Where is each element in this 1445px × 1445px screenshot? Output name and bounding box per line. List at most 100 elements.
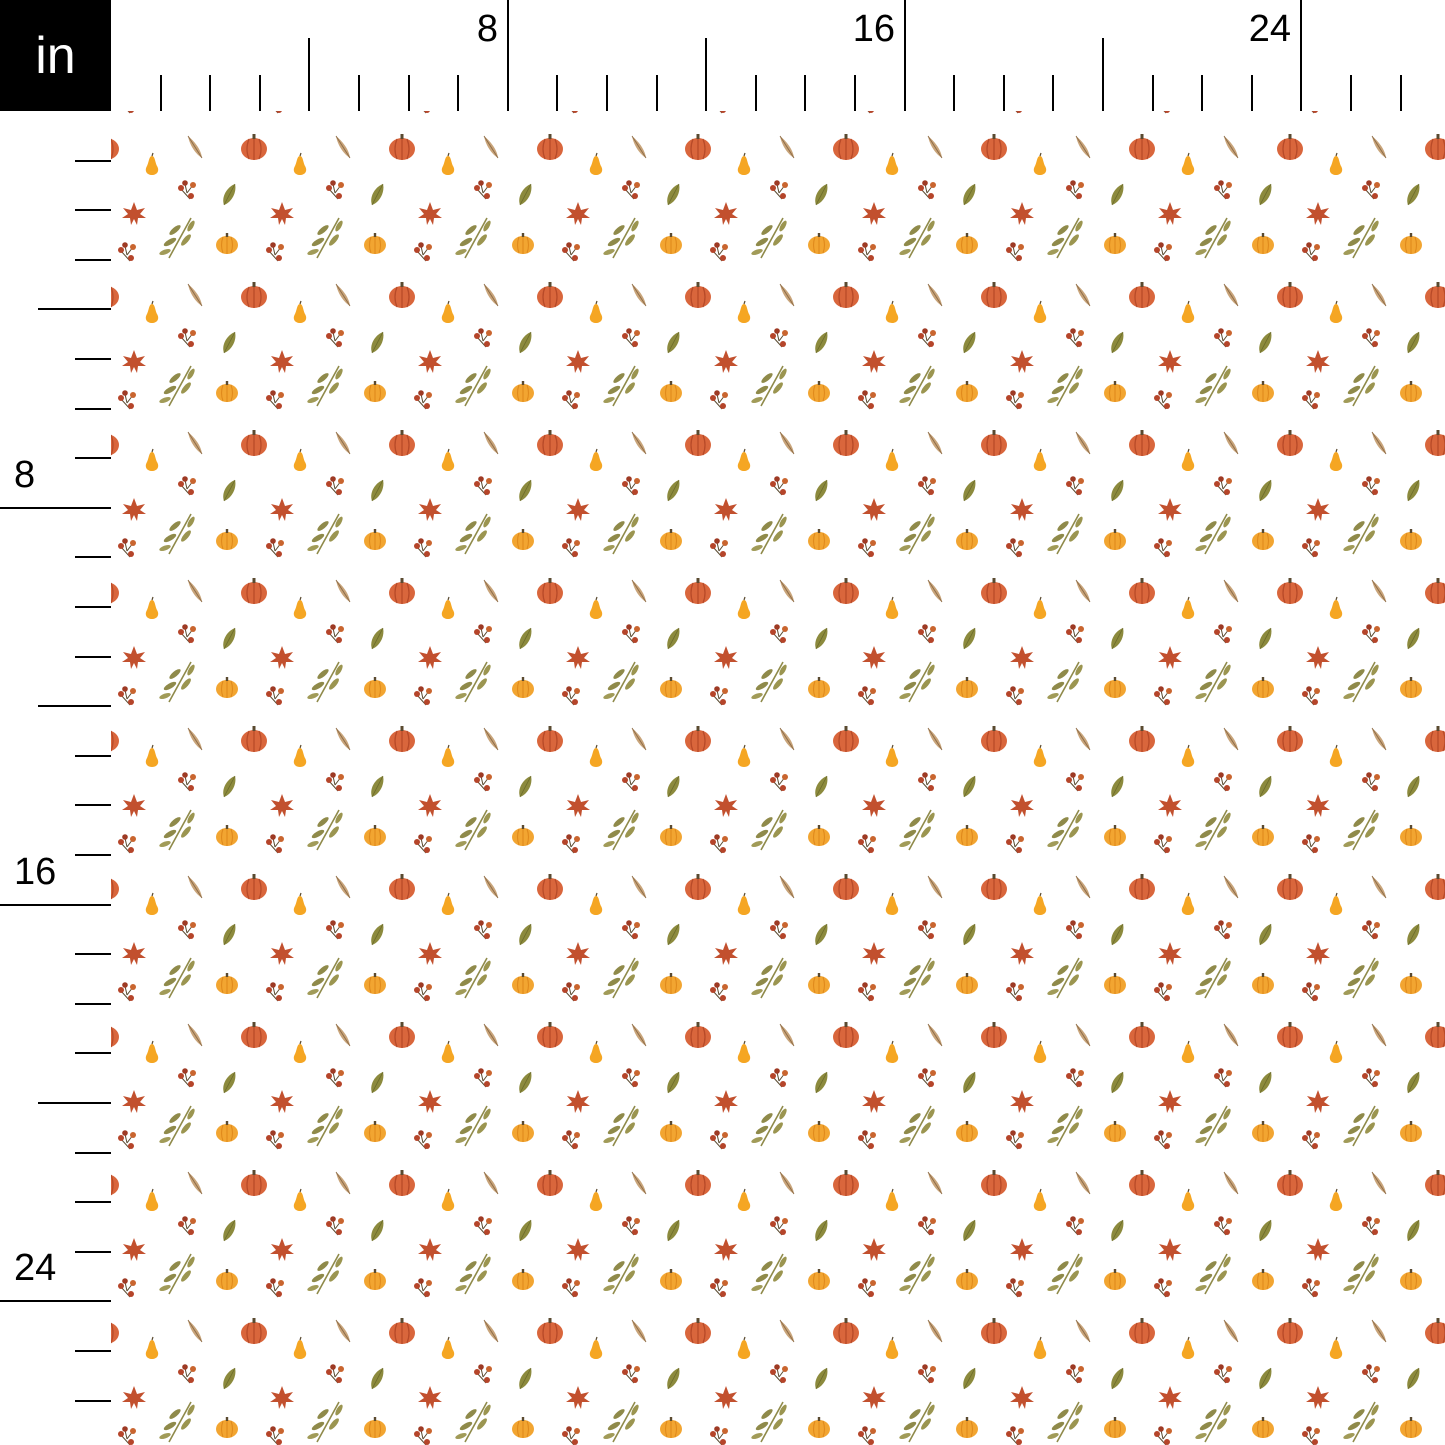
berry-sprig-icon	[1005, 1129, 1025, 1150]
berry-sprig-icon	[1213, 1363, 1233, 1384]
maple-leaf-icon	[862, 202, 886, 225]
twig-icon	[897, 217, 937, 259]
small-pumpkin-icon	[215, 528, 239, 551]
left-ruler-tick	[38, 1102, 111, 1104]
olive-leaf-icon	[1258, 775, 1272, 798]
berry-sprig-icon	[473, 475, 493, 496]
feather-leaf-icon	[927, 283, 943, 307]
twig-icon	[1045, 1401, 1085, 1443]
small-pumpkin-icon	[1103, 972, 1127, 995]
berry-sprig-icon	[769, 327, 789, 348]
berry-sprig-icon	[1065, 179, 1085, 200]
pumpkin-icon	[111, 133, 120, 161]
berry-sprig-icon	[325, 771, 345, 792]
pumpkin-icon	[111, 873, 120, 901]
pumpkin-icon	[388, 873, 416, 901]
twig-icon	[897, 365, 937, 407]
twig-icon	[749, 1105, 789, 1147]
berry-sprig-icon	[265, 1277, 285, 1298]
feather-leaf-icon	[1223, 431, 1239, 455]
maple-leaf-icon	[1306, 1090, 1330, 1113]
berry-sprig-icon	[769, 623, 789, 644]
pumpkin-icon	[832, 1317, 860, 1345]
pear-icon	[1329, 892, 1343, 916]
pear-icon	[1181, 596, 1195, 620]
small-pumpkin-icon	[511, 232, 535, 255]
small-pumpkin-icon	[807, 972, 831, 995]
left-ruler-tick	[75, 556, 111, 558]
berry-sprig-icon	[177, 771, 197, 792]
berry-sprig-icon	[1301, 241, 1321, 262]
pear-icon	[885, 300, 899, 324]
berry-sprig-icon	[561, 685, 581, 706]
top-ruler-label: 24	[1248, 8, 1291, 50]
berry-sprig-icon	[709, 833, 729, 854]
left-ruler-tick	[75, 259, 111, 261]
berry-sprig-icon	[769, 1215, 789, 1236]
small-pumpkin-icon	[1103, 380, 1127, 403]
twig-icon	[601, 661, 641, 703]
twig-icon	[453, 809, 493, 851]
olive-leaf-icon	[222, 1219, 236, 1242]
twig-icon	[1193, 217, 1233, 259]
berry-sprig-icon	[1213, 919, 1233, 940]
berry-sprig-icon	[117, 1277, 137, 1298]
pear-icon	[145, 1188, 159, 1212]
olive-leaf-icon	[1406, 479, 1420, 502]
left-ruler-tick	[0, 1300, 111, 1302]
maple-leaf-icon	[714, 202, 738, 225]
maple-leaf-icon	[862, 1090, 886, 1113]
berry-sprig-icon	[117, 685, 137, 706]
olive-leaf-icon	[814, 775, 828, 798]
twig-icon	[453, 217, 493, 259]
berry-sprig-icon	[1213, 623, 1233, 644]
olive-leaf-icon	[370, 479, 384, 502]
maple-leaf-icon	[862, 1238, 886, 1261]
berry-sprig-icon	[1153, 389, 1173, 410]
feather-leaf-icon	[631, 135, 647, 159]
pear-icon	[441, 1188, 455, 1212]
berry-sprig-icon	[621, 179, 641, 200]
twig-icon	[305, 661, 345, 703]
maple-leaf-icon	[1158, 202, 1182, 225]
twig-icon	[305, 1253, 345, 1295]
pear-icon	[885, 1040, 899, 1064]
twig-icon	[453, 365, 493, 407]
small-pumpkin-icon	[955, 1268, 979, 1291]
small-pumpkin-icon	[1399, 1268, 1423, 1291]
olive-leaf-icon	[666, 775, 680, 798]
olive-leaf-icon	[962, 331, 976, 354]
twig-icon	[1341, 365, 1381, 407]
feather-leaf-icon	[779, 579, 795, 603]
small-pumpkin-icon	[659, 676, 683, 699]
small-pumpkin-icon	[1251, 824, 1275, 847]
maple-leaf-icon	[714, 1386, 738, 1409]
maple-leaf-icon	[270, 350, 294, 373]
maple-leaf-icon	[1158, 498, 1182, 521]
twig-icon	[157, 1401, 197, 1443]
berry-sprig-icon	[621, 623, 641, 644]
small-pumpkin-icon	[363, 972, 387, 995]
berry-sprig-icon	[857, 833, 877, 854]
twig-icon	[1193, 661, 1233, 703]
small-pumpkin-icon	[659, 1120, 683, 1143]
pear-icon	[441, 448, 455, 472]
top-ruler: 8 16 24	[111, 0, 1445, 111]
pumpkin-icon	[1276, 873, 1304, 901]
olive-leaf-icon	[962, 479, 976, 502]
pear-icon	[293, 1336, 307, 1360]
twig-icon	[305, 1401, 345, 1443]
berry-sprig-icon	[561, 981, 581, 1002]
pumpkin-icon	[536, 725, 564, 753]
left-ruler-label: 16	[14, 851, 57, 893]
feather-leaf-icon	[483, 875, 499, 899]
small-pumpkin-icon	[807, 676, 831, 699]
berry-sprig-icon	[917, 919, 937, 940]
pear-icon	[737, 596, 751, 620]
berry-sprig-icon	[709, 685, 729, 706]
feather-leaf-icon	[1223, 1023, 1239, 1047]
berry-sprig-icon	[265, 685, 285, 706]
feather-leaf-icon	[779, 431, 795, 455]
pumpkin-icon	[388, 725, 416, 753]
pumpkin-icon	[1276, 577, 1304, 605]
